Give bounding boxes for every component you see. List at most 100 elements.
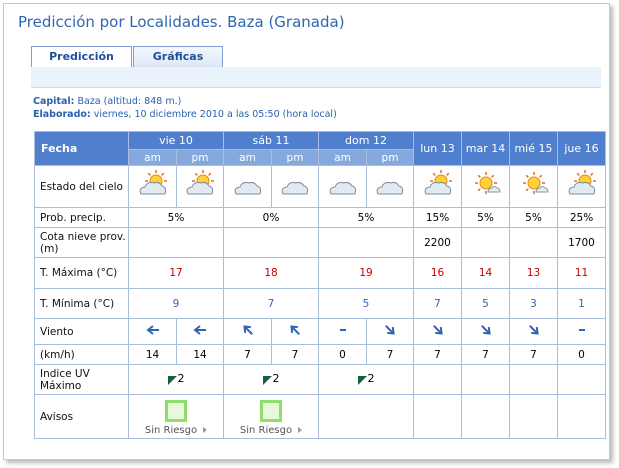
cell-value: 7 (434, 297, 441, 310)
cell-value: 7 (434, 348, 441, 361)
arrow (432, 325, 443, 335)
uv-index: 2 (167, 371, 185, 385)
day-header: jue 16 (557, 131, 606, 166)
cell-value: 16 (430, 267, 445, 279)
day-header: mié 15 (509, 131, 558, 166)
sun-ray (589, 172, 593, 176)
tab-bar: Predicción Gráficas (31, 46, 601, 68)
value: viernes, 10 diciembre 2010 a las 05:50 (… (93, 109, 337, 120)
value-cell: 18 (223, 257, 319, 289)
weather-icon (329, 181, 356, 195)
warning-text: Sin Riesgo (144, 424, 198, 436)
cell-value: 7 (267, 297, 275, 310)
cell-value: 13 (526, 267, 541, 279)
value-cell: 19 (318, 257, 414, 289)
weather-icon (522, 172, 549, 194)
sky-cell (128, 165, 177, 208)
cell-value: 5% (477, 211, 494, 224)
period-header: pm (271, 149, 319, 166)
cell-value: 5 (362, 297, 370, 310)
uv-icon (167, 375, 177, 385)
value-cell: Sin Riesgo (223, 394, 319, 439)
period-header: pm (366, 149, 414, 166)
value-cell: 2200 (413, 227, 462, 258)
value-cell: 14 (176, 344, 224, 365)
cell-value: 0 (339, 348, 346, 361)
period-header: am (128, 149, 177, 166)
sky-cell (176, 165, 224, 208)
cell-value: 2200 (424, 236, 451, 249)
uv-value: 2 (272, 371, 280, 385)
cell-value: 7 (482, 348, 489, 361)
more-arrow (298, 426, 303, 433)
value-cell (557, 394, 606, 439)
value-cell (461, 364, 510, 395)
value-cell: 1700 (557, 227, 606, 258)
value-cell (461, 227, 510, 258)
weather-icon (568, 170, 596, 195)
wind-arrow (480, 325, 491, 335)
header-row: am pm am pm am pm (35, 149, 606, 166)
wind-arrow (290, 325, 300, 335)
sky-cell (318, 165, 367, 208)
value-cell (509, 227, 558, 258)
label: Capital: (33, 96, 75, 107)
cloud (376, 181, 404, 195)
cell-value: 5 (482, 297, 489, 310)
value-cell: 25% (557, 207, 606, 228)
sun (479, 176, 492, 190)
cell-value: 1700 (568, 236, 595, 249)
sun (527, 176, 540, 190)
uv-value: 2 (177, 371, 185, 385)
table-row: Avisos Sin Riesgo Sin Riesgo (34, 394, 606, 439)
wind-arrow (193, 325, 206, 335)
cell-value: 25% (569, 211, 594, 224)
row-label: Avisos (34, 394, 129, 439)
cloud (568, 181, 595, 195)
value-cell: 2 (318, 364, 414, 395)
value-cell: 17 (128, 257, 224, 289)
value-cell: 11 (557, 257, 606, 289)
sun-ray (194, 172, 198, 176)
cell-value: 14 (193, 348, 207, 361)
value-cell: 3 (509, 288, 558, 319)
cloud (186, 181, 214, 195)
arrow (290, 325, 300, 335)
cloud (329, 181, 356, 195)
value-cell: 7 (413, 344, 462, 365)
wind-cell (271, 318, 319, 345)
row-label: Cota nieve prov.(m) (34, 227, 129, 258)
sky-cell (223, 165, 272, 208)
value-cell: 16 (413, 257, 462, 289)
tab[interactable]: Predicción (31, 46, 132, 68)
table-row: Prob. precip. 5% 0% 5% 15% 5% 5% 25% (34, 207, 606, 228)
cell-value: 15% (425, 211, 450, 224)
uv-mark (167, 375, 177, 385)
wind-arrow (578, 329, 585, 331)
arrow (145, 325, 159, 335)
weather-icon (186, 170, 214, 195)
weather-icon (281, 181, 309, 195)
cell-value: 14 (478, 267, 493, 279)
more-arrow (203, 426, 208, 433)
day-header: vie 10 (128, 131, 224, 150)
sun-ray (477, 174, 481, 178)
cloud (234, 181, 261, 195)
sun-ray (147, 172, 151, 176)
value-cell: 7 (366, 344, 414, 365)
value-cell: 0% (223, 207, 319, 228)
row-label: T. Mínima (°C) (34, 288, 129, 319)
wind-arrow (528, 325, 539, 335)
value-cell: 2 (223, 364, 319, 395)
tab[interactable]: Gráficas (133, 46, 223, 67)
value-cell (413, 394, 462, 439)
value-cell: 5% (128, 207, 224, 228)
cloud (424, 181, 451, 195)
wind-cell (128, 318, 177, 345)
wind-cell (366, 318, 414, 345)
wind-cell (176, 318, 224, 345)
arrow (385, 325, 395, 335)
value-cell: 13 (509, 257, 558, 289)
wind-cell (223, 318, 272, 345)
warning-box (260, 399, 282, 422)
